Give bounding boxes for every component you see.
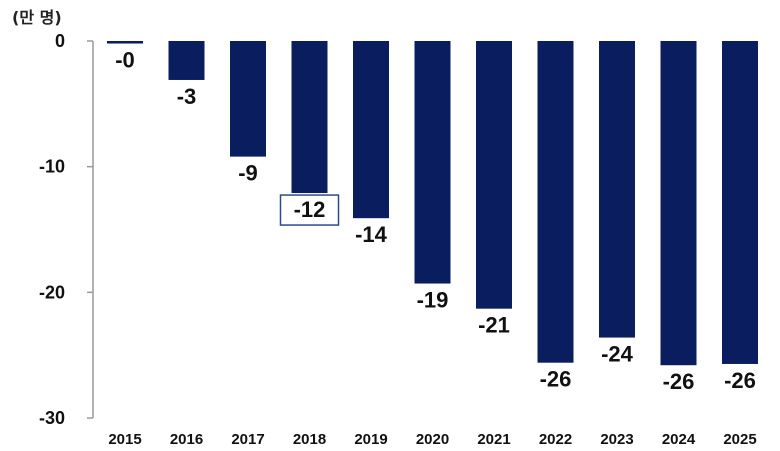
x-axis-labels: 2015 2016 2017 2018 2019 2020 2021 2022 2023 2024… <box>108 431 756 448</box>
unit-label: (만 명) <box>12 8 62 27</box>
data-label-2018: -12 <box>294 197 326 222</box>
bar-2021 <box>476 41 512 309</box>
x-label-2019: 2019 <box>354 431 387 448</box>
data-label-2024: -26 <box>663 369 695 394</box>
x-label-2020: 2020 <box>416 431 449 448</box>
x-label-2016: 2016 <box>170 431 203 448</box>
data-label-2025: -26 <box>724 368 756 393</box>
bars <box>107 41 758 366</box>
x-label-2017: 2017 <box>231 431 264 448</box>
data-label-2017: -9 <box>238 161 258 186</box>
y-axis: 0 -10 -20 -30 <box>39 31 94 428</box>
data-label-2015: -0 <box>115 48 135 73</box>
y-tick-label: -20 <box>39 282 65 302</box>
x-label-2023: 2023 <box>600 431 633 448</box>
data-label-2021: -21 <box>478 313 510 338</box>
x-label-2024: 2024 <box>662 431 696 448</box>
bar-2023 <box>599 41 635 338</box>
bar-2019 <box>353 41 389 219</box>
x-label-2022: 2022 <box>539 431 572 448</box>
data-label-2019: -14 <box>355 222 388 247</box>
bar-2017 <box>230 41 266 157</box>
y-tick-label: -10 <box>39 157 65 177</box>
bar-2022 <box>537 41 574 363</box>
y-tick-label: -30 <box>39 408 65 428</box>
bar-2015 <box>107 41 143 44</box>
data-label-2022: -26 <box>540 367 572 392</box>
bar-2018 <box>291 41 328 194</box>
data-label-2020: -19 <box>417 288 449 313</box>
bar-2016 <box>168 41 205 80</box>
bar-2025 <box>722 41 758 364</box>
x-label-2018: 2018 <box>293 431 326 448</box>
data-label-2016: -3 <box>177 84 197 109</box>
y-tick-label: 0 <box>55 31 65 51</box>
highlight-box <box>279 194 340 226</box>
data-labels: -0 -3 -9 -12 -14 -19 -21 -26 -24 -26 -26 <box>115 48 756 395</box>
bar-2020 <box>414 41 451 284</box>
bar-2024 <box>660 41 697 366</box>
data-label-2023: -24 <box>601 342 634 367</box>
x-label-2015: 2015 <box>108 431 141 448</box>
x-label-2025: 2025 <box>723 431 756 448</box>
x-label-2021: 2021 <box>477 431 510 448</box>
